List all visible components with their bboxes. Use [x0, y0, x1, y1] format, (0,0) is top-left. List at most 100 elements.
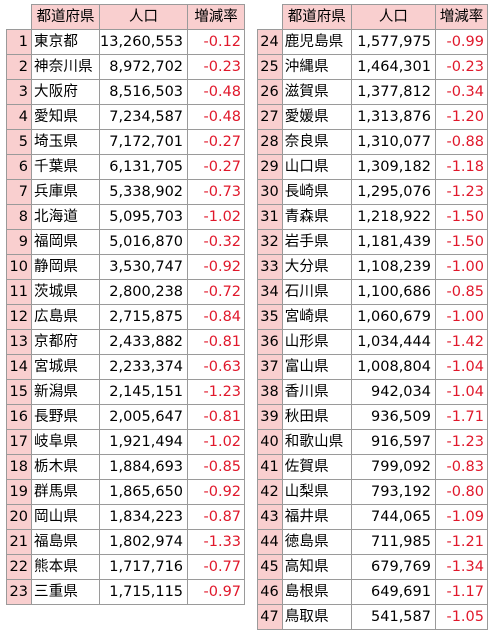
population-cell[interactable]: 1,834,223 [98, 504, 189, 530]
rank-cell[interactable]: 12 [6, 304, 32, 330]
rank-cell[interactable]: 33 [257, 254, 283, 280]
population-cell[interactable]: 2,233,374 [98, 354, 189, 380]
prefecture-cell[interactable]: 奈良県 [281, 129, 352, 155]
rank-cell[interactable]: 36 [257, 329, 283, 355]
rank-cell[interactable]: 24 [257, 29, 283, 55]
change-rate-cell[interactable]: -1.04 [434, 354, 488, 380]
rank-cell[interactable]: 38 [257, 379, 283, 405]
change-rate-cell[interactable]: -0.87 [187, 504, 246, 530]
prefecture-cell[interactable]: 青森県 [281, 204, 352, 230]
change-rate-cell[interactable]: -0.77 [187, 554, 246, 580]
rank-cell[interactable]: 4 [6, 104, 32, 130]
population-cell[interactable]: 2,715,875 [98, 304, 189, 330]
prefecture-cell[interactable]: 香川県 [281, 379, 352, 405]
prefecture-cell[interactable]: 静岡県 [31, 254, 100, 280]
prefecture-cell[interactable]: 福島県 [31, 529, 100, 555]
change-rate-cell[interactable]: -1.23 [187, 379, 246, 405]
population-cell[interactable]: 1,577,975 [350, 29, 436, 55]
change-rate-cell[interactable]: -1.71 [434, 404, 488, 430]
population-cell[interactable]: 799,092 [350, 454, 436, 480]
header-population[interactable]: 人口 [98, 4, 189, 30]
rank-cell[interactable]: 42 [257, 479, 283, 505]
rank-cell[interactable]: 20 [6, 504, 32, 530]
prefecture-cell[interactable]: 山形県 [281, 329, 352, 355]
prefecture-cell[interactable]: 滋賀県 [281, 79, 352, 105]
population-cell[interactable]: 1,717,716 [98, 554, 189, 580]
rank-cell[interactable]: 14 [6, 354, 32, 380]
prefecture-cell[interactable]: 兵庫県 [31, 179, 100, 205]
prefecture-cell[interactable]: 山口県 [281, 154, 352, 180]
change-rate-cell[interactable]: -1.09 [434, 504, 488, 530]
change-rate-cell[interactable]: -1.34 [434, 554, 488, 580]
prefecture-cell[interactable]: 栃木県 [31, 454, 100, 480]
rank-cell[interactable]: 6 [6, 154, 32, 180]
rank-cell[interactable]: 9 [6, 229, 32, 255]
rank-cell[interactable]: 26 [257, 79, 283, 105]
change-rate-cell[interactable]: -0.85 [434, 279, 488, 305]
rank-cell[interactable]: 43 [257, 504, 283, 530]
prefecture-cell[interactable]: 愛媛県 [281, 104, 352, 130]
rank-cell[interactable]: 10 [6, 254, 32, 280]
change-rate-cell[interactable]: -1.02 [187, 429, 246, 455]
rank-cell[interactable]: 18 [6, 454, 32, 480]
rank-cell[interactable]: 35 [257, 304, 283, 330]
prefecture-cell[interactable]: 鹿児島県 [281, 29, 352, 55]
rank-cell[interactable]: 21 [6, 529, 32, 555]
prefecture-cell[interactable]: 福岡県 [31, 229, 100, 255]
prefecture-cell[interactable]: 群馬県 [31, 479, 100, 505]
rank-cell[interactable]: 39 [257, 404, 283, 430]
change-rate-cell[interactable]: -0.72 [187, 279, 246, 305]
rank-cell[interactable]: 45 [257, 554, 283, 580]
prefecture-cell[interactable]: 佐賀県 [281, 454, 352, 480]
change-rate-cell[interactable]: -0.34 [434, 79, 488, 105]
change-rate-cell[interactable]: -1.23 [434, 429, 488, 455]
change-rate-cell[interactable]: -0.83 [434, 454, 488, 480]
prefecture-cell[interactable]: 長崎県 [281, 179, 352, 205]
prefecture-cell[interactable]: 東京都 [31, 29, 100, 55]
change-rate-cell[interactable]: -1.50 [434, 229, 488, 255]
population-cell[interactable]: 1,377,812 [350, 79, 436, 105]
change-rate-cell[interactable]: -0.97 [187, 579, 246, 605]
change-rate-cell[interactable]: -0.99 [434, 29, 488, 55]
prefecture-cell[interactable]: 新潟県 [31, 379, 100, 405]
rank-cell[interactable]: 5 [6, 129, 32, 155]
rank-cell[interactable]: 46 [257, 579, 283, 605]
prefecture-cell[interactable]: 茨城県 [31, 279, 100, 305]
change-rate-cell[interactable]: -1.21 [434, 529, 488, 555]
change-rate-cell[interactable]: -0.23 [434, 54, 488, 80]
rank-cell[interactable]: 41 [257, 454, 283, 480]
population-cell[interactable]: 6,131,705 [98, 154, 189, 180]
rank-cell[interactable]: 11 [6, 279, 32, 305]
change-rate-cell[interactable]: -0.27 [187, 154, 246, 180]
population-cell[interactable]: 5,338,902 [98, 179, 189, 205]
change-rate-cell[interactable]: -1.33 [187, 529, 246, 555]
population-cell[interactable]: 13,260,553 [98, 29, 189, 55]
population-cell[interactable]: 1,310,077 [350, 129, 436, 155]
rank-cell[interactable]: 2 [6, 54, 32, 80]
change-rate-cell[interactable]: -0.81 [187, 329, 246, 355]
change-rate-cell[interactable]: -1.04 [434, 379, 488, 405]
prefecture-cell[interactable]: 三重県 [31, 579, 100, 605]
change-rate-cell[interactable]: -0.12 [187, 29, 246, 55]
population-cell[interactable]: 1,100,686 [350, 279, 436, 305]
prefecture-cell[interactable]: 石川県 [281, 279, 352, 305]
population-cell[interactable]: 1,295,076 [350, 179, 436, 205]
prefecture-cell[interactable]: 長野県 [31, 404, 100, 430]
rank-cell[interactable]: 23 [6, 579, 32, 605]
population-cell[interactable]: 5,016,870 [98, 229, 189, 255]
prefecture-cell[interactable]: 鳥取県 [281, 604, 352, 630]
population-cell[interactable]: 1,802,974 [98, 529, 189, 555]
header-prefecture[interactable]: 都道府県 [281, 4, 352, 30]
rank-cell[interactable]: 29 [257, 154, 283, 180]
population-cell[interactable]: 1,313,876 [350, 104, 436, 130]
population-cell[interactable]: 1,060,679 [350, 304, 436, 330]
population-cell[interactable]: 1,865,650 [98, 479, 189, 505]
population-cell[interactable]: 1,464,301 [350, 54, 436, 80]
change-rate-cell[interactable]: -1.20 [434, 104, 488, 130]
population-cell[interactable]: 2,800,238 [98, 279, 189, 305]
prefecture-cell[interactable]: 宮城県 [31, 354, 100, 380]
rank-cell[interactable]: 27 [257, 104, 283, 130]
population-cell[interactable]: 793,192 [350, 479, 436, 505]
population-cell[interactable]: 7,172,701 [98, 129, 189, 155]
population-cell[interactable]: 541,587 [350, 604, 436, 630]
